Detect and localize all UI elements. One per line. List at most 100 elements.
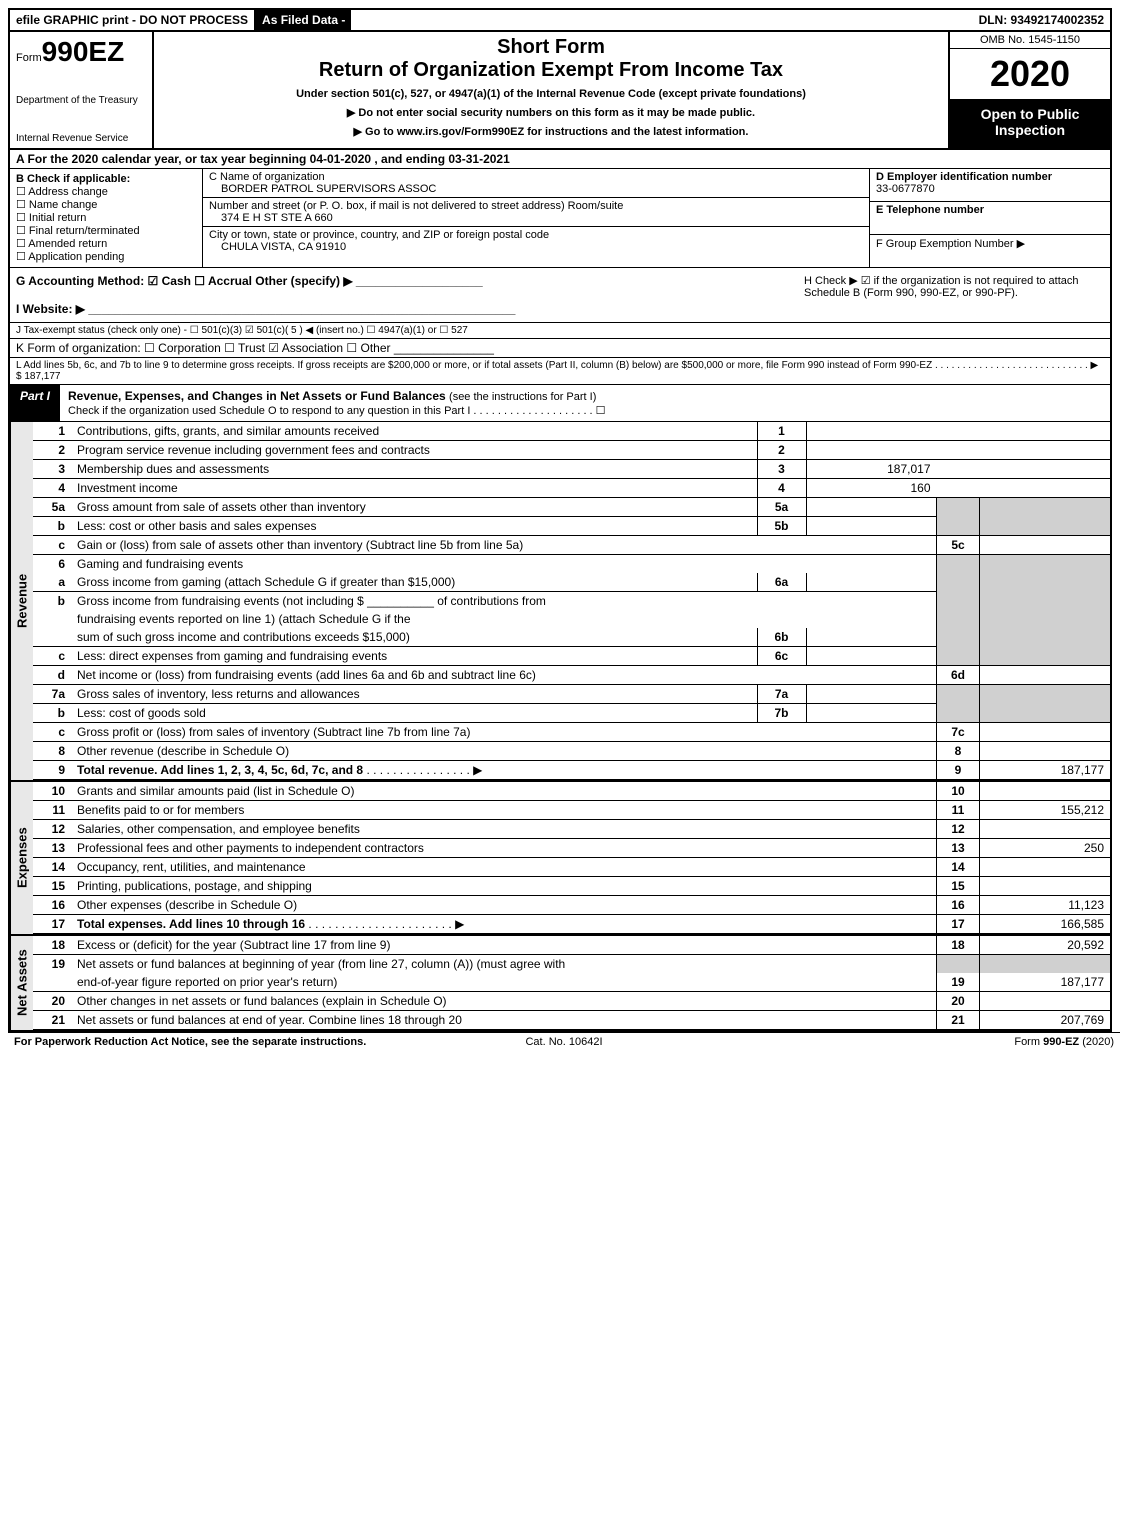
line-1: 1Contributions, gifts, grants, and simil… — [33, 422, 1110, 441]
part1-header: Part I Revenue, Expenses, and Changes in… — [10, 385, 1110, 422]
line-19b: end-of-year figure reported on prior yea… — [33, 973, 1110, 992]
revenue-table: 1Contributions, gifts, grants, and simil… — [33, 422, 1110, 780]
netassets-table: 18Excess or (deficit) for the year (Subt… — [33, 936, 1110, 1030]
street-value: 374 E H ST STE A 660 — [209, 212, 863, 224]
line-21: 21Net assets or fund balances at end of … — [33, 1011, 1110, 1030]
ein-cell: D Employer identification number 33-0677… — [870, 169, 1110, 202]
as-filed-label: As Filed Data - — [256, 10, 351, 30]
chk-final[interactable]: ☐ Final return/terminated — [16, 224, 196, 237]
paperwork-notice: For Paperwork Reduction Act Notice, see … — [14, 1036, 381, 1048]
part1-title: Revenue, Expenses, and Changes in Net As… — [60, 385, 1110, 421]
org-name-value: BORDER PATROL SUPERVISORS ASSOC — [209, 183, 863, 195]
netassets-side-label: Net Assets — [10, 936, 33, 1030]
line-5c: cGain or (loss) from sale of assets othe… — [33, 536, 1110, 555]
line-12: 12Salaries, other compensation, and empl… — [33, 820, 1110, 839]
revenue-side-label: Revenue — [10, 422, 33, 780]
efile-notice: efile GRAPHIC print - DO NOT PROCESS — [10, 10, 256, 30]
top-bar: efile GRAPHIC print - DO NOT PROCESS As … — [10, 10, 1110, 32]
line-6d: dNet income or (loss) from fundraising e… — [33, 666, 1110, 685]
part1-title-text: Revenue, Expenses, and Changes in Net As… — [68, 389, 446, 403]
subtitle-2: ▶ Do not enter social security numbers o… — [164, 106, 938, 119]
tax-year: 2020 — [950, 49, 1110, 100]
website-row: I Website: ▶ ___________________________… — [16, 302, 792, 316]
omb-number: OMB No. 1545-1150 — [950, 32, 1110, 49]
spacer — [351, 10, 972, 30]
col-c: C Name of organization BORDER PATROL SUP… — [203, 169, 869, 267]
line-7c: cGross profit or (loss) from sales of in… — [33, 723, 1110, 742]
line-3: 3Membership dues and assessments3187,017 — [33, 460, 1110, 479]
org-name-cell: C Name of organization BORDER PATROL SUP… — [203, 169, 869, 198]
part1-check: Check if the organization used Schedule … — [68, 405, 606, 417]
expenses-table: 10Grants and similar amounts paid (list … — [33, 782, 1110, 934]
row-h: H Check ▶ ☑ if the organization is not r… — [798, 268, 1110, 322]
form-title: Return of Organization Exempt From Incom… — [164, 59, 938, 82]
tel-label: E Telephone number — [876, 204, 1104, 216]
street-cell: Number and street (or P. O. box, if mail… — [203, 198, 869, 227]
expenses-side-label: Expenses — [10, 782, 33, 934]
row-j: J Tax-exempt status (check only one) - ☐… — [10, 323, 1110, 339]
cat-no: Cat. No. 10642I — [381, 1036, 748, 1048]
chk-pending[interactable]: ☐ Application pending — [16, 250, 196, 263]
header-mid: Short Form Return of Organization Exempt… — [154, 32, 948, 148]
form-header: Form990EZ Department of the Treasury Int… — [10, 32, 1110, 150]
col-b-header: B Check if applicable: — [16, 173, 196, 185]
city-cell: City or town, state or province, country… — [203, 227, 869, 255]
form-ref: Form 990-EZ (2020) — [747, 1036, 1114, 1048]
line-2: 2Program service revenue including gover… — [33, 441, 1110, 460]
line-11: 11Benefits paid to or for members11155,2… — [33, 801, 1110, 820]
dept-treasury: Department of the Treasury — [16, 95, 146, 106]
chk-amended[interactable]: ☐ Amended return — [16, 237, 196, 250]
chk-address[interactable]: ☐ Address change — [16, 185, 196, 198]
line-16: 16Other expenses (describe in Schedule O… — [33, 896, 1110, 915]
line-20: 20Other changes in net assets or fund ba… — [33, 992, 1110, 1011]
form-prefix: Form — [16, 52, 42, 64]
info-grid: B Check if applicable: ☐ Address change … — [10, 169, 1110, 268]
footer: For Paperwork Reduction Act Notice, see … — [8, 1032, 1120, 1051]
part1-sub: (see the instructions for Part I) — [449, 391, 596, 403]
form-container: efile GRAPHIC print - DO NOT PROCESS As … — [8, 8, 1112, 1032]
dln-number: DLN: 93492174002352 — [973, 10, 1110, 30]
part1-tab: Part I — [10, 385, 60, 421]
subtitle-3: ▶ Go to www.irs.gov/Form990EZ for instru… — [164, 125, 938, 138]
irs-label: Internal Revenue Service — [16, 133, 146, 144]
line-18: 18Excess or (deficit) for the year (Subt… — [33, 936, 1110, 955]
ein-label: D Employer identification number — [876, 171, 1104, 183]
short-form-label: Short Form — [164, 36, 938, 59]
line-5a: 5aGross amount from sale of assets other… — [33, 498, 1110, 517]
row-l: L Add lines 5b, 6c, and 7b to line 9 to … — [10, 358, 1110, 385]
line-4: 4Investment income4160 — [33, 479, 1110, 498]
line-15: 15Printing, publications, postage, and s… — [33, 877, 1110, 896]
street-label: Number and street (or P. O. box, if mail… — [209, 200, 863, 212]
line-8: 8Other revenue (describe in Schedule O)8 — [33, 742, 1110, 761]
line-19a: 19Net assets or fund balances at beginni… — [33, 955, 1110, 974]
grp-cell: F Group Exemption Number ▶ — [870, 235, 1110, 267]
line-13: 13Professional fees and other payments t… — [33, 839, 1110, 858]
section-a: A For the 2020 calendar year, or tax yea… — [10, 150, 1110, 169]
line-17: 17Total expenses. Add lines 10 through 1… — [33, 915, 1110, 934]
chk-initial[interactable]: ☐ Initial return — [16, 211, 196, 224]
row-gh: G Accounting Method: ☑ Cash ☐ Accrual Ot… — [10, 268, 1110, 323]
accounting-method: G Accounting Method: ☑ Cash ☐ Accrual Ot… — [16, 274, 792, 288]
revenue-block: Revenue 1Contributions, gifts, grants, a… — [10, 422, 1110, 780]
row-k: K Form of organization: ☐ Corporation ☐ … — [10, 339, 1110, 358]
city-label: City or town, state or province, country… — [209, 229, 863, 241]
line-14: 14Occupancy, rent, utilities, and mainte… — [33, 858, 1110, 877]
header-left: Form990EZ Department of the Treasury Int… — [10, 32, 154, 148]
line-9: 9Total revenue. Add lines 1, 2, 3, 4, 5c… — [33, 761, 1110, 780]
ein-value: 33-0677870 — [876, 183, 1104, 195]
subtitle-1: Under section 501(c), 527, or 4947(a)(1)… — [164, 88, 938, 100]
chk-name[interactable]: ☐ Name change — [16, 198, 196, 211]
city-value: CHULA VISTA, CA 91910 — [209, 241, 863, 253]
col-d: D Employer identification number 33-0677… — [869, 169, 1110, 267]
org-name-label: C Name of organization — [209, 171, 863, 183]
open-inspection: Open to Public Inspection — [950, 100, 1110, 148]
netassets-block: Net Assets 18Excess or (deficit) for the… — [10, 934, 1110, 1030]
line-7a: 7aGross sales of inventory, less returns… — [33, 685, 1110, 704]
grp-label: F Group Exemption Number ▶ — [876, 237, 1104, 250]
header-right: OMB No. 1545-1150 2020 Open to Public In… — [948, 32, 1110, 148]
expenses-block: Expenses 10Grants and similar amounts pa… — [10, 780, 1110, 934]
col-b: B Check if applicable: ☐ Address change … — [10, 169, 203, 267]
tel-cell: E Telephone number — [870, 202, 1110, 235]
line-10: 10Grants and similar amounts paid (list … — [33, 782, 1110, 801]
line-6: 6Gaming and fundraising events — [33, 555, 1110, 574]
